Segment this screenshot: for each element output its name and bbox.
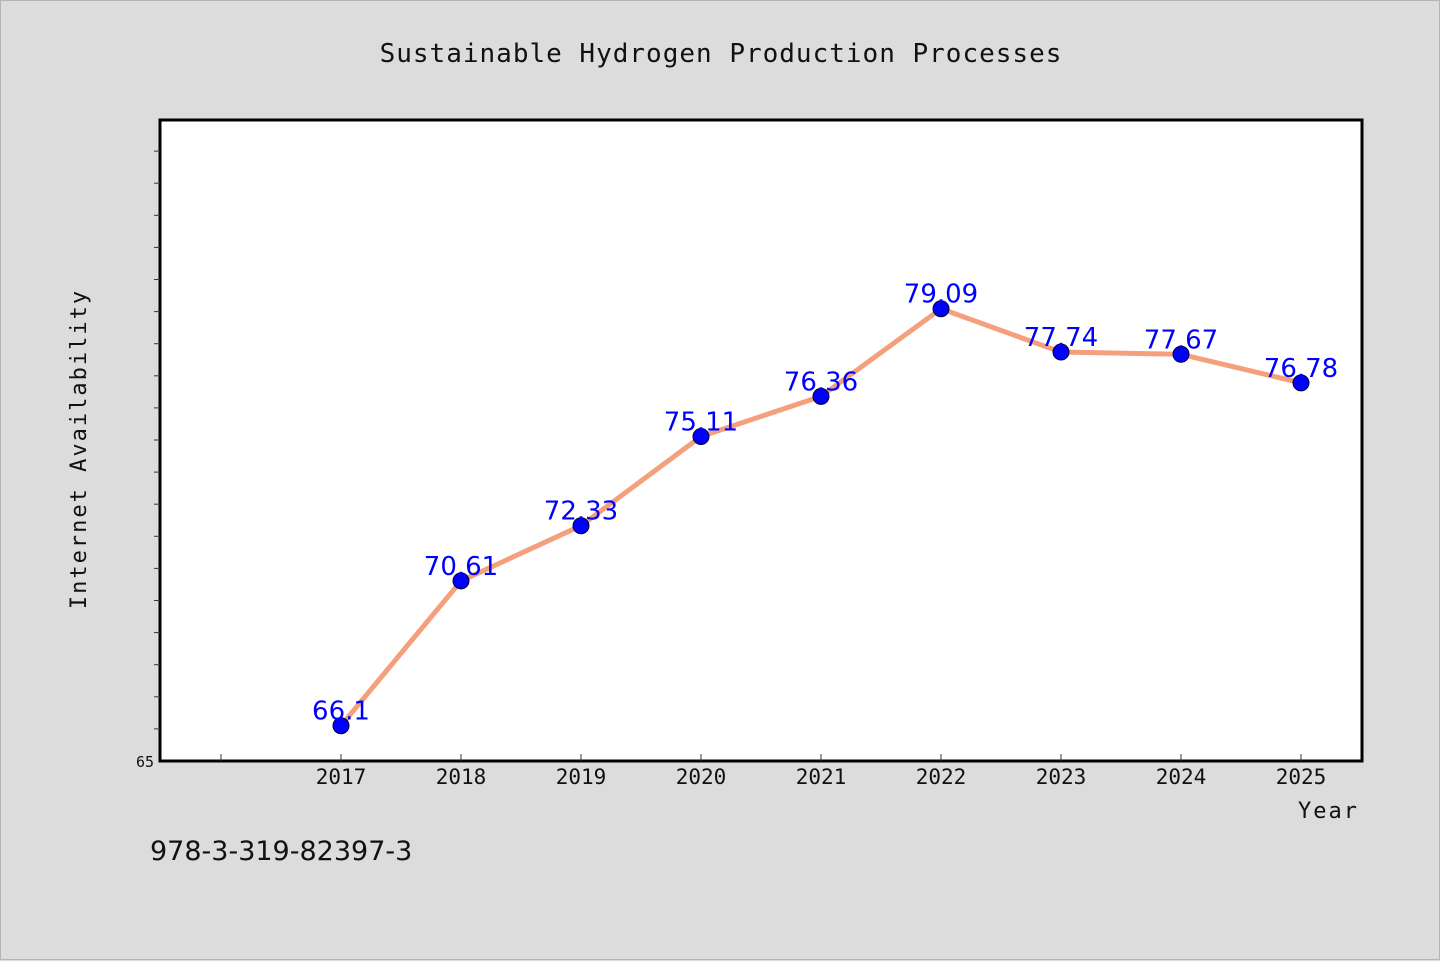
x-tick-label: 2017 (316, 765, 367, 789)
data-label: 79.09 (904, 280, 978, 310)
x-tick-label: 2022 (916, 765, 967, 789)
footer-isbn-text: 978-3-319-82397-3 (150, 836, 413, 867)
data-point-marker (1292, 374, 1310, 392)
x-tick-label: 2021 (796, 765, 847, 789)
data-label: 77.67 (1144, 325, 1218, 355)
data-point-marker (1052, 343, 1070, 361)
y-axis-ticks (154, 150, 160, 730)
x-tick-label: 2025 (1276, 765, 1327, 789)
data-point-marker (692, 427, 710, 445)
x-axis-label: Year (1298, 799, 1359, 824)
data-label: 66.1 (312, 697, 370, 727)
data-point-marker (452, 572, 470, 590)
data-point-marker (812, 387, 830, 405)
x-axis-tick-labels: 2017 2018 2019 2020 2021 2022 2023 2024 2025 (316, 765, 1327, 789)
x-axis-ticks (220, 754, 1302, 761)
data-label: 72.33 (544, 497, 618, 527)
data-labels: 66.1 70.61 72.33 75.11 76.36 79.09 77.74 77.67 7… (312, 280, 1338, 727)
x-tick-label: 2023 (1036, 765, 1087, 789)
y-axis-min-label: 65 (136, 753, 154, 771)
data-label: 75.11 (664, 407, 738, 437)
x-tick-label: 2024 (1156, 765, 1207, 789)
data-point-marker (332, 717, 350, 735)
data-point-marker (1172, 345, 1190, 363)
data-point-marker (572, 517, 590, 535)
x-tick-label: 2018 (436, 765, 487, 789)
chart-title: Sustainable Hydrogen Production Processe… (380, 39, 1063, 69)
x-tick-label: 2019 (556, 765, 607, 789)
x-tick-label: 2020 (676, 765, 727, 789)
y-axis-label: Internet Availability (67, 289, 92, 609)
series-markers (332, 300, 1310, 735)
data-label: 76.36 (784, 367, 858, 397)
data-label: 77.74 (1024, 323, 1098, 353)
plot-area (158, 118, 1364, 763)
data-point-marker (932, 300, 950, 318)
data-label: 70.61 (424, 552, 498, 582)
data-label: 76.78 (1264, 354, 1338, 384)
